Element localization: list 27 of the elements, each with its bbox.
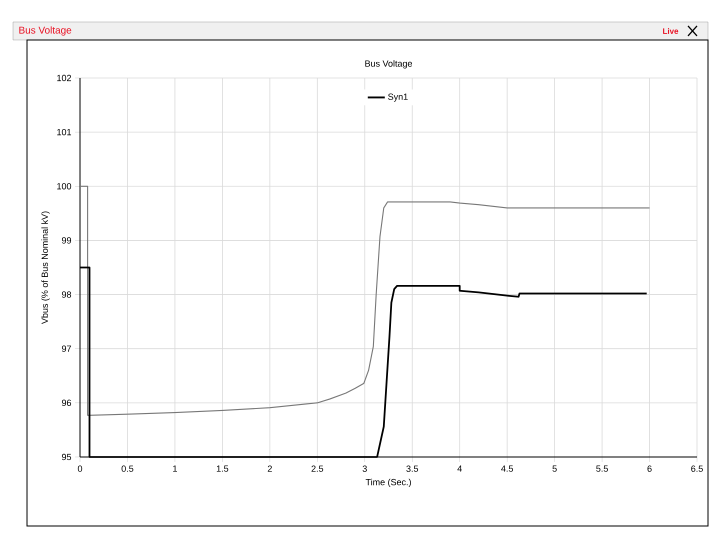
x-tick-label: 1	[173, 466, 177, 472]
y-tick-label: 95	[62, 454, 72, 460]
y-tick-label: 100	[57, 183, 72, 190]
x-tick-label: 4.5	[501, 466, 514, 472]
x-tick-label: 0	[78, 466, 82, 472]
x-tick-label: 3	[362, 466, 367, 472]
y-axis-title: Vbus (% of Bus Nominal kV)	[41, 211, 50, 324]
x-tick-label: 5	[552, 466, 557, 472]
x-tick-label: 2	[268, 466, 272, 472]
legend-label: Syn1	[388, 94, 408, 102]
text: Bus Voltage	[19, 26, 72, 36]
x-tick-label: 6.5	[691, 466, 703, 472]
x-tick-label: 0.5	[122, 466, 134, 472]
x-axis-title: Time (Sec.)	[366, 478, 411, 488]
y-tick-label: 96	[62, 400, 72, 406]
y-tick-label: 101	[57, 128, 72, 136]
x-tick-label: 2.5	[312, 466, 324, 472]
y-tick-label: 99	[62, 237, 72, 244]
chart-title: Bus Voltage	[365, 60, 412, 68]
x-tick-label: 5.5	[596, 466, 608, 472]
y-tick-label: 102	[57, 74, 72, 82]
y-tick-label: 98	[62, 291, 72, 298]
x-tick-label: 3.5	[406, 466, 418, 472]
x-tick-label: 4	[457, 466, 462, 472]
x-tick-label: 1.5	[216, 466, 228, 472]
x-tick-label: 6	[648, 466, 652, 472]
y-tick-label: 97	[62, 346, 72, 352]
